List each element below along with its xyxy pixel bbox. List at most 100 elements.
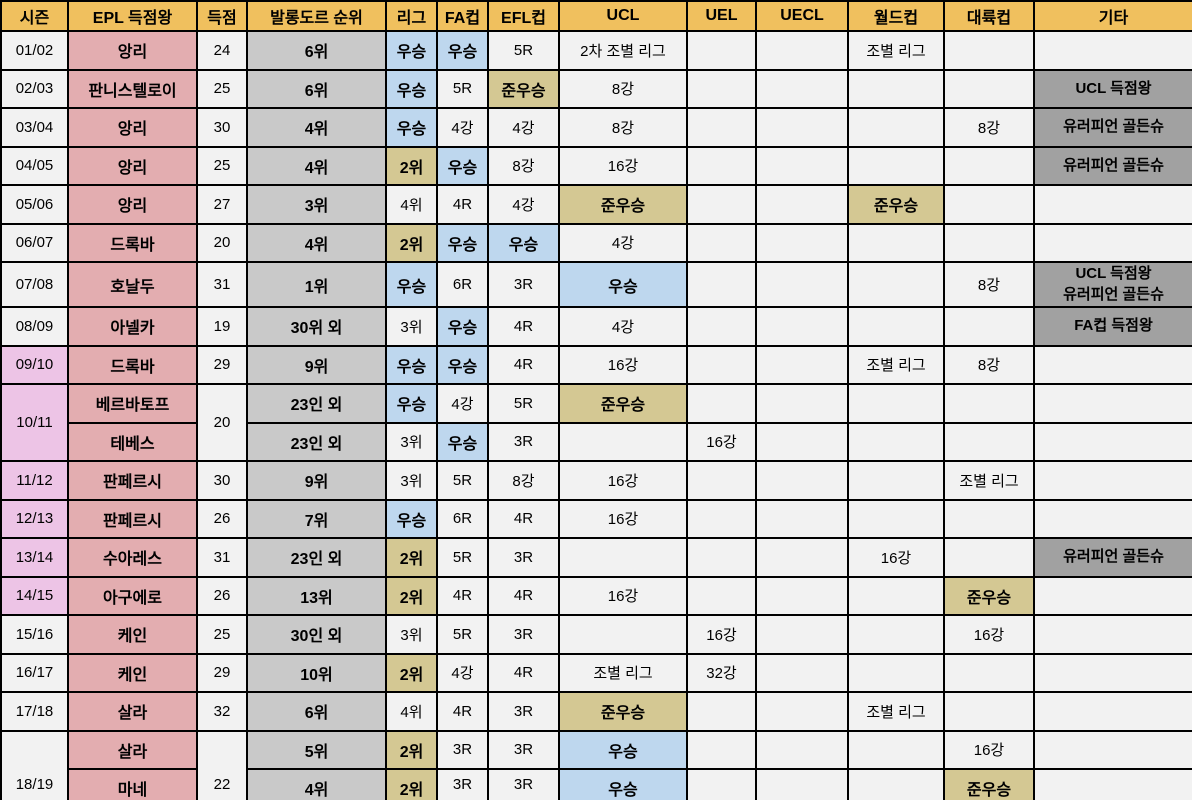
cell-eflcup: 4R: [487, 498, 560, 539]
cell-season: 14/15: [0, 575, 69, 616]
cell-etc: [1033, 652, 1192, 693]
cell-etc: 유러피언 골든슈: [1033, 107, 1192, 148]
column-header-eflcup: EFL컵: [487, 0, 560, 32]
cell-contcup: 16강: [943, 729, 1035, 770]
cell-season: 10/11: [0, 383, 69, 462]
cell-goals: 29: [196, 344, 248, 385]
cell-ucl: 조별 리그: [558, 652, 688, 693]
cell-eflcup: 4R: [487, 575, 560, 616]
cell-contcup: [943, 222, 1035, 263]
cell-league: 2위: [385, 768, 438, 800]
cell-season: 16/17: [0, 652, 69, 693]
cell-contcup: 16강: [943, 614, 1035, 655]
cell-season: 09/10: [0, 344, 69, 385]
cell-ballon: 23인 외: [246, 537, 387, 578]
cell-worldcup: [847, 768, 945, 800]
table-row: 05/06 앙리 27 3위 4위 4R 4강 준우승 준우승: [0, 184, 1192, 225]
cell-ucl: 준우승: [558, 691, 688, 732]
cell-league: 2위: [385, 222, 438, 263]
cell-ballon: 9위: [246, 344, 387, 385]
cell-ballon: 7위: [246, 498, 387, 539]
cell-facup: 우승: [436, 344, 489, 385]
cell-uel: [686, 537, 757, 578]
cell-etc: [1033, 222, 1192, 263]
table-row: 14/15 아구에로 26 13위 2위 4R 4R 16강 준우승: [0, 575, 1192, 616]
cell-ucl: 8강: [558, 68, 688, 109]
cell-goals: 26: [196, 575, 248, 616]
cell-uecl: [755, 222, 849, 263]
column-header-facup: FA컵: [436, 0, 489, 32]
cell-worldcup: [847, 421, 945, 462]
cell-facup: 5R: [436, 68, 489, 109]
cell-uecl: [755, 537, 849, 578]
cell-ucl: [558, 614, 688, 655]
cell-eflcup: 우승: [487, 222, 560, 263]
cell-eflcup: 3R: [487, 729, 560, 770]
cell-worldcup: [847, 614, 945, 655]
cell-season: 03/04: [0, 107, 69, 148]
cell-etc: UCL 득점왕: [1033, 68, 1192, 109]
cell-facup: 4R: [436, 691, 489, 732]
cell-league: 2위: [385, 729, 438, 770]
cell-contcup: 준우승: [943, 768, 1035, 800]
cell-facup: 우승: [436, 30, 489, 71]
cell-eflcup: 5R: [487, 30, 560, 71]
cell-season: 12/13: [0, 498, 69, 539]
column-header-uel: UEL: [686, 0, 757, 32]
cell-uel: [686, 261, 757, 308]
cell-season: 15/16: [0, 614, 69, 655]
cell-uecl: [755, 614, 849, 655]
table-row: 10/11 베르바토프 20 23인 외 우승 4강 5R 준우승: [0, 383, 1192, 462]
cell-uecl: [755, 421, 849, 462]
cell-facup: 3R: [436, 768, 489, 800]
cell-facup: 4강: [436, 383, 489, 424]
cell-league: 2위: [385, 575, 438, 616]
table-row: 02/03 판니스텔로이 25 6위 우승 5R 준우승 8강 UCL 득점왕: [0, 68, 1192, 109]
cell-season: 05/06: [0, 184, 69, 225]
cell-worldcup: 조별 리그: [847, 344, 945, 385]
cell-uecl: [755, 30, 849, 71]
column-header-worldcup: 월드컵: [847, 0, 945, 32]
cell-eflcup: 8강: [487, 145, 560, 186]
cell-ballon: 13위: [246, 575, 387, 616]
cell-season: 18/19: [0, 729, 69, 800]
cell-etc: [1033, 575, 1192, 616]
cell-player: 아구에로: [67, 575, 198, 616]
cell-etc: [1033, 383, 1192, 424]
cell-facup: 우승: [436, 145, 489, 186]
table-row: 04/05 앙리 25 4위 2위 우승 8강 16강 유러피언 골든슈: [0, 145, 1192, 186]
cell-eflcup: 3R: [487, 261, 560, 308]
cell-facup: 5R: [436, 614, 489, 655]
cell-goals: 31: [196, 261, 248, 308]
cell-etc: [1033, 421, 1192, 462]
cell-uecl: [755, 652, 849, 693]
cell-eflcup: 3R: [487, 768, 560, 800]
cell-ballon: 23인 외: [246, 383, 387, 424]
table-body: 01/02 앙리 24 6위 우승 우승 5R 2차 조별 리그 조별 리그 02/03 판니스텔로…: [0, 30, 1192, 800]
cell-uecl: [755, 261, 849, 308]
cell-uel: [686, 575, 757, 616]
cell-worldcup: [847, 306, 945, 347]
cell-ucl: 16강: [558, 498, 688, 539]
cell-ucl: 4강: [558, 306, 688, 347]
cell-ballon: 6위: [246, 68, 387, 109]
cell-facup: 우승: [436, 306, 489, 347]
cell-contcup: [943, 184, 1035, 225]
cell-ballon: 1위: [246, 261, 387, 308]
cell-ucl: 우승: [558, 768, 688, 800]
cell-goals: 26: [196, 498, 248, 539]
cell-worldcup: [847, 460, 945, 501]
table-row: 마네 4위 2위 3R 3R 우승 준우승: [1, 768, 1192, 800]
cell-ucl: 우승: [558, 729, 688, 770]
cell-worldcup: [847, 652, 945, 693]
cell-ballon: 4위: [246, 145, 387, 186]
cell-uel: [686, 145, 757, 186]
cell-ballon: 9위: [246, 460, 387, 501]
column-header-player: EPL 득점왕: [67, 0, 198, 32]
cell-contcup: 준우승: [943, 575, 1035, 616]
cell-player: 앙리: [67, 30, 198, 71]
cell-contcup: [943, 30, 1035, 71]
cell-facup: 6R: [436, 498, 489, 539]
cell-goals: 31: [196, 537, 248, 578]
cell-uecl: [755, 145, 849, 186]
